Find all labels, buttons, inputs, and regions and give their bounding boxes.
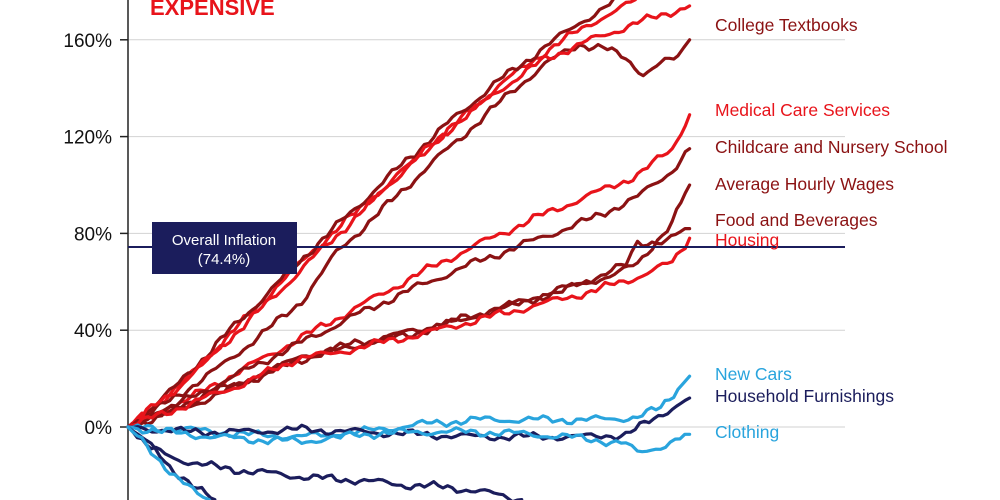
series-label-college-textbooks: College Textbooks (715, 15, 858, 35)
series-line-dark-navy-decline (126, 425, 524, 500)
chart-title: EXPENSIVE (150, 0, 275, 20)
series-line-hospital-services (126, 0, 638, 429)
series-label-medical-care-services: Medical Care Services (715, 100, 890, 120)
y-axis: 0% 40% 80% 120% 160% (63, 0, 129, 500)
series-line-childcare-and-nursery-school (126, 147, 692, 429)
overall-inflation-value: (74.4%) (198, 251, 251, 268)
series-label-average-hourly-wages: Average Hourly Wages (715, 174, 894, 194)
series-line-college-textbooks-smooth- (126, 4, 692, 429)
y-tick-label: 120% (63, 128, 112, 149)
series-label-new-cars: New Cars (715, 364, 792, 384)
series-line-housing (126, 236, 692, 429)
y-tick-label: 80% (74, 224, 112, 245)
series-line-college-textbooks (126, 38, 692, 429)
series-lines (126, 0, 692, 500)
series-label-clothing: Clothing (715, 422, 779, 442)
series-line-clothing (126, 425, 692, 454)
series-label-childcare-and-nursery-school: Childcare and Nursery School (715, 137, 947, 157)
overall-inflation-reference: Overall Inflation (74.4%) (128, 222, 845, 274)
series-label-food-and-beverages: Food and Beverages (715, 210, 878, 230)
series-label-housing: Housing (715, 230, 779, 250)
series-label-household-furnishings: Household Furnishings (715, 386, 894, 406)
y-tick-label: 0% (85, 418, 113, 439)
overall-inflation-label: Overall Inflation (172, 232, 276, 249)
series-line-light-blue-steep (126, 425, 211, 500)
series-labels: College Textbooks Medical Care Services Ch… (715, 15, 947, 442)
overall-inflation-box (152, 222, 297, 274)
y-tick-label: 40% (74, 321, 112, 342)
series-line-college-tuition (126, 0, 615, 429)
y-tick-label: 160% (63, 31, 112, 52)
